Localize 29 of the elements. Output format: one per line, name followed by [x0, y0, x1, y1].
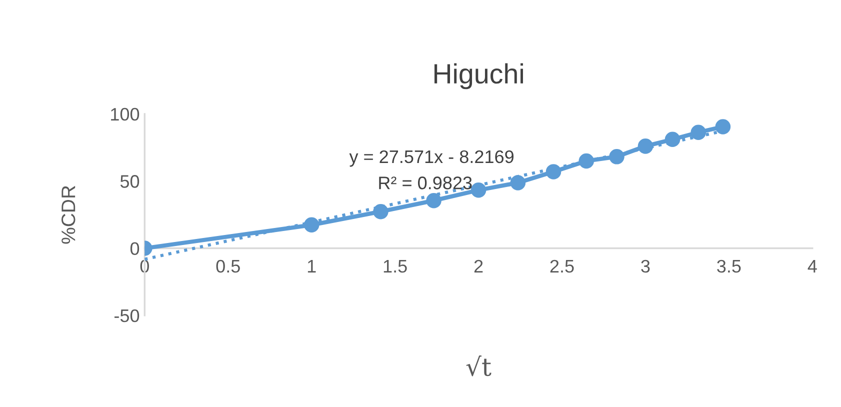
- point: [373, 204, 388, 220]
- point: [638, 138, 654, 154]
- x-tick-label: 4: [808, 260, 817, 272]
- point: [715, 119, 731, 134]
- x-tick-label: 0.5: [216, 260, 240, 273]
- x-tick-label: 2.5: [550, 260, 574, 273]
- point: [304, 217, 320, 233]
- y-tick-label: 0: [130, 242, 140, 255]
- chart-title: Higuchi: [434, 63, 523, 90]
- x-tick-label: 3: [641, 260, 650, 273]
- x-tick-label: 3.5: [717, 260, 741, 273]
- point: [546, 164, 562, 180]
- point: [578, 153, 594, 169]
- annotation: y = 27.571x - 8.2169: [349, 150, 514, 167]
- y-axis-title: %CDR: [62, 186, 76, 244]
- y-tick-label: 100: [111, 108, 140, 121]
- y-tick-label: -50: [114, 309, 140, 322]
- x-axis-title: √t: [466, 355, 492, 376]
- annotation: R² = 0.9823: [379, 176, 472, 190]
- y-tick-label: 50: [120, 175, 140, 188]
- point: [690, 124, 706, 140]
- x-tick-label: 2: [474, 260, 483, 272]
- x-tick-label: 1.5: [384, 260, 407, 273]
- x-tick-label: 1: [308, 260, 316, 272]
- point: [664, 132, 680, 147]
- point: [609, 149, 624, 164]
- point: [470, 182, 486, 198]
- point: [510, 175, 526, 190]
- point: [426, 192, 442, 208]
